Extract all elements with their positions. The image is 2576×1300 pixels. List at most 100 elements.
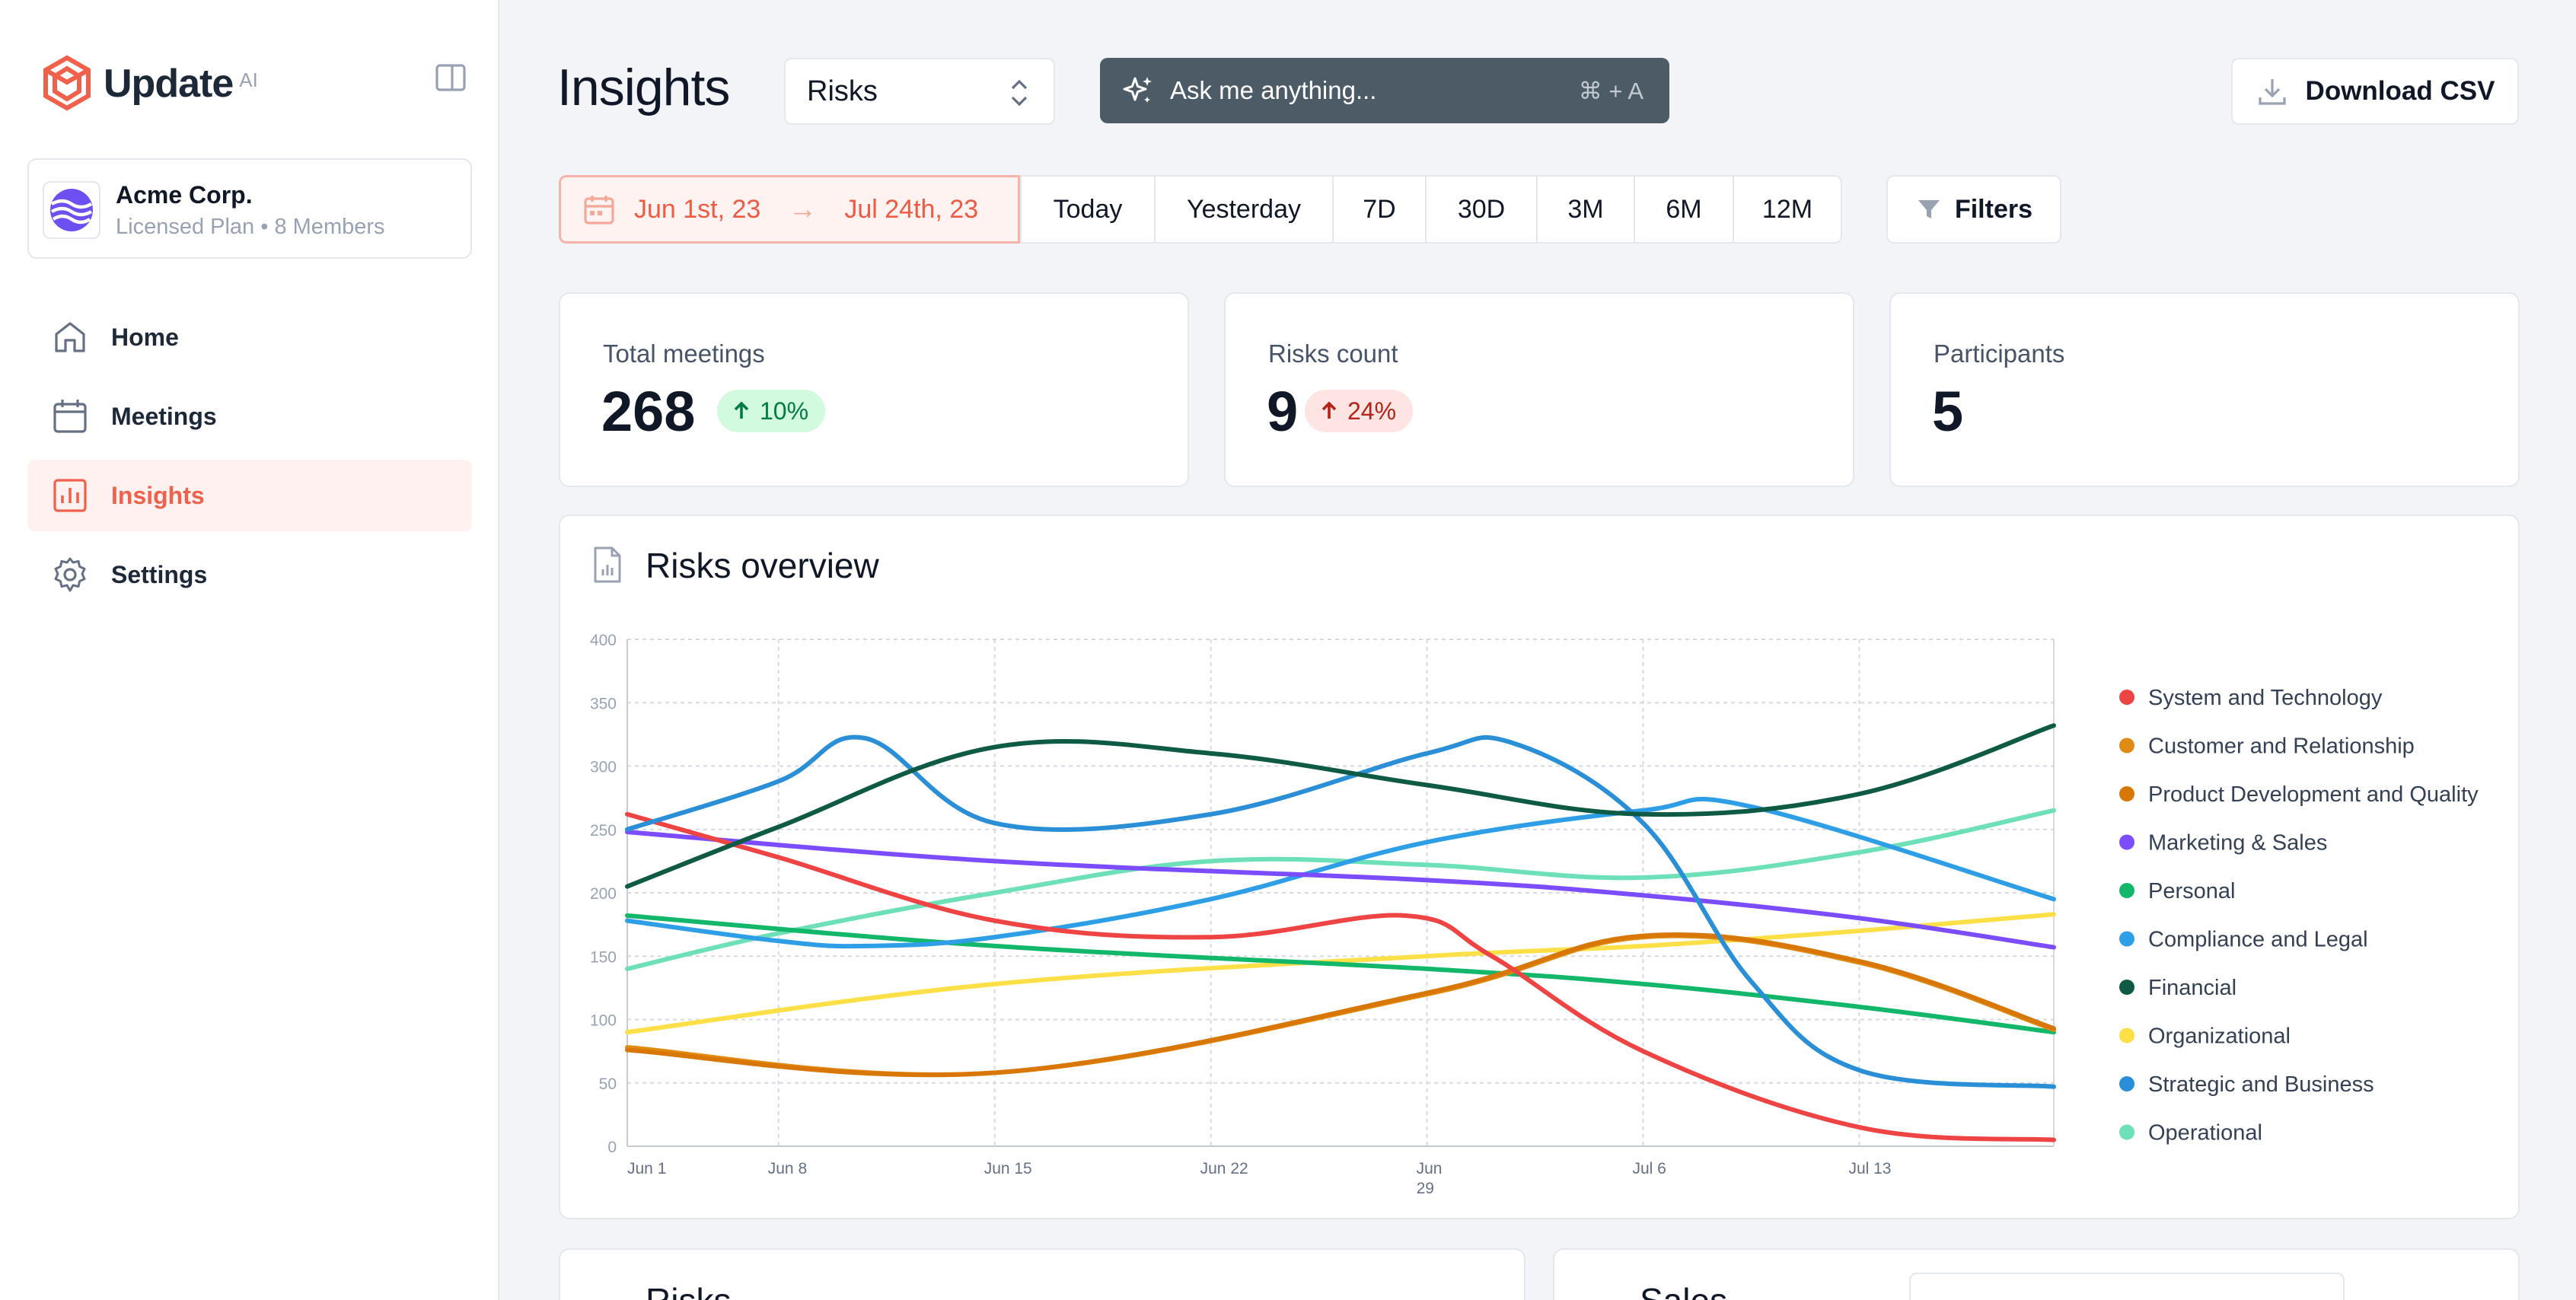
gear-icon bbox=[54, 557, 86, 592]
trend-value: 10% bbox=[760, 397, 809, 425]
org-name: Acme Corp. bbox=[116, 181, 253, 209]
series-line-3 bbox=[625, 830, 2056, 950]
date-range-start: Jun 1st, 23 bbox=[634, 194, 761, 224]
insight-type-select[interactable]: Risks bbox=[784, 58, 1055, 125]
legend-swatch bbox=[2119, 738, 2134, 754]
org-switcher[interactable]: Acme Corp. Licensed Plan • 8 Members bbox=[27, 158, 472, 259]
sidebar-collapse-icon[interactable] bbox=[434, 61, 467, 94]
x-tick-label: Jun bbox=[1417, 1160, 1443, 1177]
y-tick-label: 300 bbox=[590, 759, 617, 776]
legend-swatch bbox=[2119, 834, 2134, 850]
preset-30d[interactable]: 30D bbox=[1425, 177, 1536, 242]
download-csv-label: Download CSV bbox=[2305, 76, 2495, 106]
y-tick-label: 400 bbox=[590, 632, 617, 649]
legend-swatch bbox=[2119, 1124, 2134, 1140]
card-title: Risks bbox=[646, 1280, 731, 1300]
stat-card-risks-count: Risks count 9 24% bbox=[1224, 292, 1854, 487]
sidebar-item-label: Insights bbox=[111, 481, 205, 509]
legend-label: Product Development and Quality bbox=[2148, 782, 2479, 807]
card-title: Sales bbox=[1640, 1280, 1727, 1300]
risks-overview-card: Risks overview 0 50 100 150 200 250 300 350 400 J… bbox=[559, 515, 2520, 1219]
y-tick-label: 250 bbox=[590, 822, 617, 840]
org-separator: • bbox=[260, 215, 269, 239]
page-title: Insights bbox=[557, 59, 730, 116]
sidebar-item-label: Meetings bbox=[111, 402, 217, 430]
download-icon bbox=[2258, 79, 2286, 105]
date-range-end: Jul 24th, 23 bbox=[844, 194, 979, 224]
series-line-9 bbox=[625, 808, 2056, 971]
calendar-icon bbox=[53, 400, 87, 433]
select-value: Risks bbox=[807, 75, 878, 107]
stat-value: 5 bbox=[1932, 380, 1964, 443]
brand-suffix: AI bbox=[239, 68, 258, 91]
brand-logo[interactable]: Update AI bbox=[41, 55, 258, 113]
sidebar-item-settings[interactable]: Settings bbox=[27, 539, 472, 610]
preset-yesterday[interactable]: Yesterday bbox=[1154, 177, 1332, 242]
sidebar-item-home[interactable]: Home bbox=[27, 301, 472, 373]
sidebar-item-label: Home bbox=[111, 323, 179, 351]
preset-7d[interactable]: 7D bbox=[1332, 177, 1425, 242]
sparkles-icon bbox=[1123, 77, 1152, 103]
y-tick-label: 50 bbox=[599, 1075, 617, 1093]
sidebar-item-label: Settings bbox=[111, 560, 208, 588]
org-plan-line: Licensed Plan • 8 Members bbox=[116, 215, 385, 240]
legend-swatch bbox=[2119, 980, 2134, 995]
ask-ai-placeholder: Ask me anything... bbox=[1170, 76, 1377, 104]
org-avatar bbox=[43, 181, 100, 239]
series-line-0 bbox=[625, 811, 2056, 1142]
x-tick-label: 29 bbox=[1417, 1180, 1434, 1197]
trend-badge: 24% bbox=[1305, 390, 1414, 432]
trend-value: 24% bbox=[1347, 397, 1397, 425]
trend-badge: 10% bbox=[717, 390, 826, 432]
document-chart-icon bbox=[594, 546, 621, 583]
legend-label: System and Technology bbox=[2148, 686, 2383, 710]
stat-card-participants: Participants 5 bbox=[1889, 292, 2520, 487]
preset-3m[interactable]: 3M bbox=[1536, 177, 1634, 242]
risks-list-card: Risks bbox=[559, 1248, 1526, 1300]
main-content: Insights Risks Ask me anything... ⌘ + A … bbox=[499, 0, 2576, 1300]
filters-button[interactable]: Filters bbox=[1886, 175, 2061, 244]
date-range-arrow: → bbox=[788, 193, 818, 225]
filters-label: Filters bbox=[1954, 194, 2033, 224]
sidebar-item-meetings[interactable]: Meetings bbox=[27, 381, 472, 452]
sidebar-item-insights[interactable]: Insights bbox=[27, 460, 472, 531]
x-tick-label: Jun 8 bbox=[768, 1160, 807, 1177]
home-icon bbox=[55, 322, 85, 352]
preset-12m[interactable]: 12M bbox=[1733, 177, 1841, 242]
stat-label: Risks count bbox=[1268, 339, 1398, 368]
series-line-7 bbox=[625, 912, 2056, 1035]
legend-label: Operational bbox=[2148, 1121, 2262, 1145]
y-tick-label: 0 bbox=[607, 1139, 617, 1156]
card-select[interactable] bbox=[1909, 1273, 2345, 1300]
legend-label: Financial bbox=[2148, 976, 2236, 1000]
legend-swatch bbox=[2119, 786, 2134, 801]
bar-chart-icon bbox=[53, 479, 87, 512]
legend-swatch bbox=[2119, 1076, 2134, 1091]
download-csv-button[interactable]: Download CSV bbox=[2231, 58, 2519, 125]
series-line-4 bbox=[625, 913, 2056, 1035]
x-tick-label: Jun 22 bbox=[1200, 1160, 1248, 1177]
filter-icon bbox=[1918, 200, 1940, 218]
series-line-8 bbox=[625, 734, 2056, 1089]
stat-label: Participants bbox=[1934, 339, 2065, 368]
ask-ai-input[interactable]: Ask me anything... ⌘ + A bbox=[1100, 58, 1669, 123]
update-logo-icon bbox=[43, 55, 91, 111]
sales-card: Sales bbox=[1553, 1248, 2520, 1300]
legend-label: Compliance and Legal bbox=[2148, 928, 2368, 952]
stat-value: 268 bbox=[601, 380, 696, 443]
y-tick-label: 200 bbox=[590, 885, 617, 903]
arrow-up-icon bbox=[1321, 401, 1337, 419]
legend-label: Marketing & Sales bbox=[2148, 831, 2327, 856]
series-line-2 bbox=[625, 932, 2056, 1078]
y-tick-label: 100 bbox=[590, 1012, 617, 1030]
legend-swatch bbox=[2119, 883, 2134, 898]
x-tick-label: Jun 15 bbox=[984, 1160, 1032, 1177]
sidebar: Update AI Acme Corp. Licensed Plan • 8 M… bbox=[0, 0, 499, 1300]
chart-title: Risks overview bbox=[646, 546, 879, 585]
preset-today[interactable]: Today bbox=[1020, 177, 1154, 242]
preset-6m[interactable]: 6M bbox=[1634, 177, 1733, 242]
legend-swatch bbox=[2119, 690, 2134, 705]
ask-ai-shortcut: ⌘ + A bbox=[1578, 78, 1643, 104]
legend-label: Personal bbox=[2148, 879, 2235, 903]
date-range-picker[interactable]: Jun 1st, 23 → Jul 24th, 23 bbox=[559, 175, 1020, 244]
